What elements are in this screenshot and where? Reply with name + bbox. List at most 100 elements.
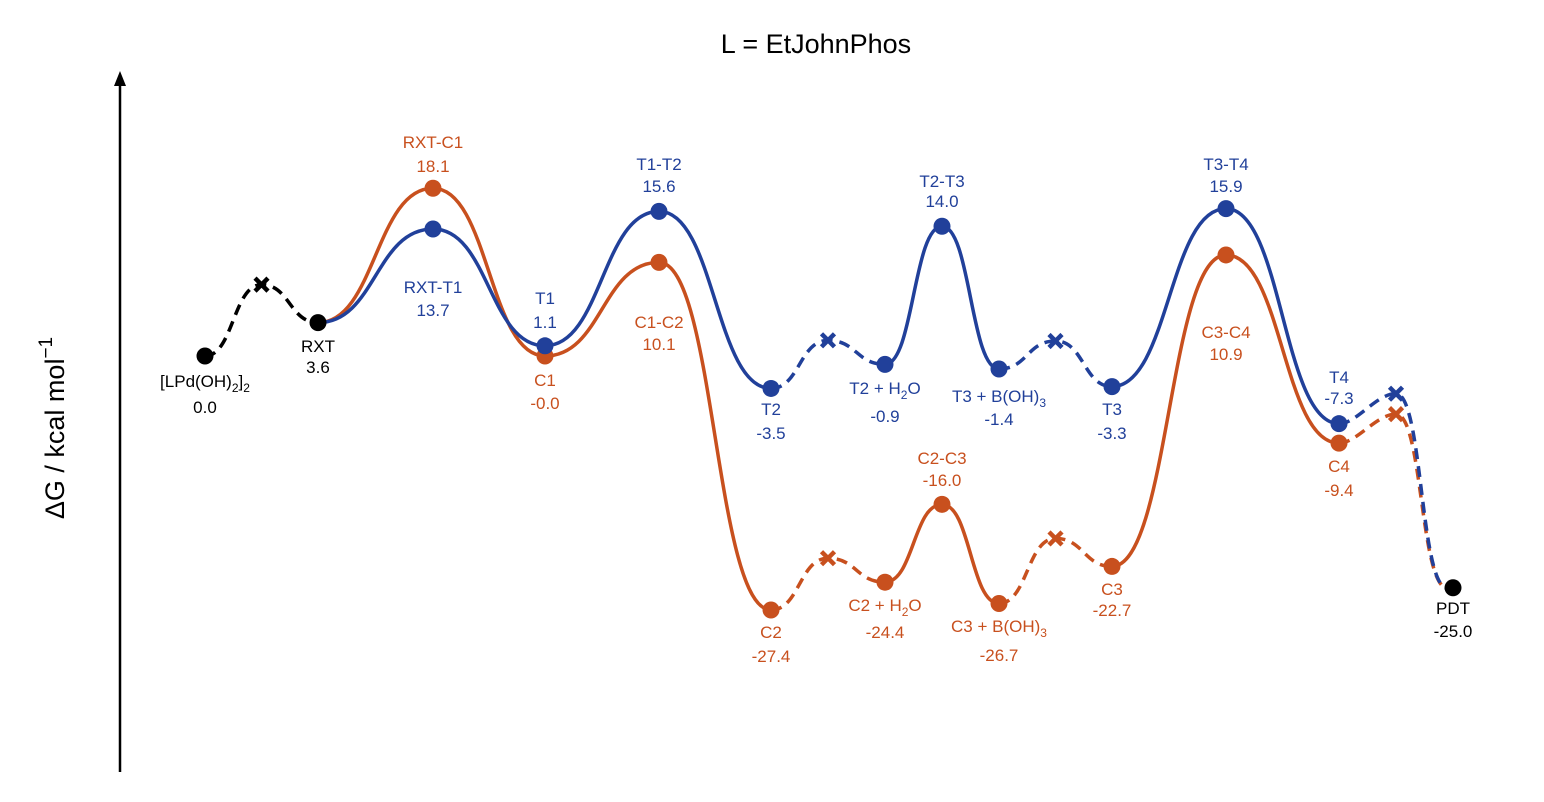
data-label-t1: 1.1 [533,313,557,332]
label-t2h: T2 + H2O -0.9 [849,379,920,426]
label-c2: C2 -27.4 [752,623,791,666]
name-main: C2 + H [848,596,901,615]
label-t3: T3 -3.3 [1097,400,1126,443]
point-t2h [876,355,894,373]
data-label-c1_c2: 10.1 [642,335,675,354]
curve-c1_c2-to-c2 [658,260,772,612]
point-t2 [762,379,780,397]
label-pdt: PDT -25.0 [1434,599,1473,641]
point-c3b [990,595,1008,613]
label-t1_t2: T1-T2 15.6 [636,155,681,196]
name-subscript-2: 2 [243,381,250,395]
label-t3_t4: T3-T4 15.9 [1203,155,1248,196]
label-t1: T11.1 [533,289,557,332]
curve-t1_t2-to-t2 [658,209,772,391]
tick-label-t2: T2 [761,400,781,419]
tick-label-t3b: T3 + B(OH)3 [952,387,1046,410]
point-rxt_c1 [424,179,442,197]
label-c2h: C2 + H2O-24.4 [848,596,921,642]
data-label-t1_t2: 15.6 [642,177,675,196]
name-subscript: 2 [902,605,909,619]
point-rxt [309,314,327,332]
point-pdt [1444,579,1462,597]
data-label-c2h: -24.4 [866,623,905,642]
curve-c3_c4-to-c4 [1225,253,1340,445]
tick-label-t1: T1 [535,289,555,308]
y-axis-label: ΔG / kcal mol−1 [36,337,70,519]
label-c1: C1 -0.0 [530,371,559,413]
tick-label-c2: C2 [760,623,782,642]
data-label-pdt: -25.0 [1434,622,1473,641]
curve-c2h-to-c2_c3 [884,502,943,584]
data-label-t2h: -0.9 [870,407,899,426]
name-subscript: 3 [1039,396,1046,410]
data-label-start: 0.0 [193,398,217,417]
point-t3_t4 [1217,200,1235,218]
name-main: C3 + B(OH) [951,617,1040,636]
label-c1_c2: C1-C2 10.1 [634,313,683,354]
data-label-t3b: -1.4 [984,410,1013,429]
label-rxt: RXT 3.6 [301,337,335,377]
curve-c3b-to-c3 [998,536,1113,606]
data-label-c4: -9.4 [1324,481,1353,500]
label-c3: C3 -22.7 [1093,580,1132,620]
tick-label-start: [LPd(OH)2]2 [160,372,250,395]
tick-label-c4: C4 [1328,457,1350,476]
tick-label-pdt: PDT [1436,599,1470,618]
tick-label-t3: T3 [1102,400,1122,419]
pathway-curves [204,186,1447,612]
label-c2_c3: C2-C3 -16.0 [917,449,966,490]
tick-label-t2_t3: T2-T3 [919,172,964,191]
tick-label-rxt_c1: RXT-C1 [403,133,463,152]
data-label-c2: -27.4 [752,647,791,666]
data-label-t2: -3.5 [756,424,785,443]
curve-t4-to-pdt [1338,391,1447,590]
point-c1_c2 [650,253,668,271]
label-c4: C4 -9.4 [1324,457,1353,500]
intermediate-marker-c3b [1047,530,1064,547]
label-t2: T2 -3.5 [756,400,785,443]
label-t3b: T3 + B(OH)3-1.4 [952,387,1046,429]
tick-label-t3_t4: T3-T4 [1203,155,1248,174]
curve-c4-to-pdt [1338,412,1447,590]
point-c4 [1330,434,1348,452]
curve-rxt-to-rxt_t1 [317,227,434,325]
data-label-c3_c4: 10.9 [1209,345,1242,364]
curve-t2h-to-t2_t3 [884,224,943,367]
point-c3 [1103,557,1121,575]
name-after: ] [239,372,244,391]
curve-rxt_t1-to-t1 [432,227,546,348]
name-main: T3 + B(OH) [952,387,1039,406]
intermediate-marker-c2 [819,550,837,567]
intermediate-marker-t4 [1387,385,1405,402]
data-label-rxt: 3.6 [306,358,330,377]
point-c2_c3 [933,495,951,513]
tick-label-c3_c4: C3-C4 [1201,323,1250,342]
tick-label-rxt: RXT [301,337,335,356]
point-start [196,347,214,365]
data-label-rxt_c1: 18.1 [416,157,449,176]
intermediate-marker-t3b [1047,332,1064,350]
point-t3 [1103,378,1121,396]
data-label-t3_t4: 15.9 [1209,177,1242,196]
name-subscript: 3 [1040,626,1047,640]
data-label-c3: -22.7 [1093,601,1132,620]
point-t3b [990,360,1008,378]
y-axis-arrowhead [114,71,126,86]
label-t4: T4 -7.3 [1324,368,1353,408]
curve-c2_c3-to-c3b [941,502,1000,606]
point-c2h [876,573,894,591]
point-t4 [1330,415,1348,433]
tick-label-t4: T4 [1329,368,1349,387]
curve-t3-to-t3_t4 [1111,206,1227,389]
data-label-c1: -0.0 [530,394,559,413]
label-rxt_t1: RXT-T1 13.7 [404,278,463,320]
data-label-t2_t3: 14.0 [925,192,958,211]
name-after: O [908,596,921,615]
point-c2 [762,601,780,619]
tick-label-c2_c3: C2-C3 [917,449,966,468]
point-t2_t3 [933,217,951,235]
